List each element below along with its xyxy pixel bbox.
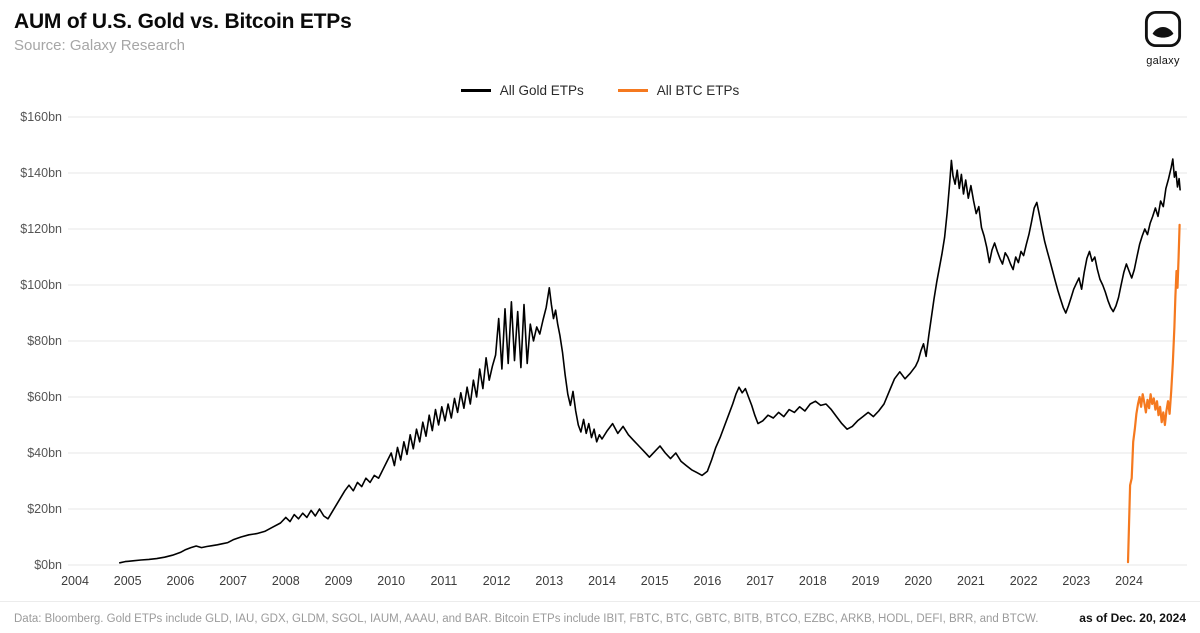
x-axis-label: 2014: [588, 574, 616, 588]
galaxy-logo: galaxy: [1144, 10, 1182, 67]
x-axis-label: 2010: [377, 574, 405, 588]
x-axis-label: 2021: [957, 574, 985, 588]
x-axis-label: 2023: [1062, 574, 1090, 588]
btc-line-swatch: [617, 89, 648, 92]
y-axis-label: $0bn: [34, 558, 62, 572]
page-title: AUM of U.S. Gold vs. Bitcoin ETPs: [14, 10, 352, 33]
y-axis-label: $160bn: [20, 110, 62, 124]
legend-label-btc: All BTC ETPs: [656, 83, 740, 98]
x-axis-label: 2015: [641, 574, 669, 588]
gold-series-line: [119, 158, 1181, 564]
footer-divider: [0, 601, 1200, 602]
x-axis-label: 2005: [114, 574, 142, 588]
x-axis-label: 2011: [430, 574, 457, 588]
x-axis-label: 2018: [799, 574, 827, 588]
x-axis-label: 2006: [166, 574, 194, 588]
y-axis-label: $120bn: [20, 222, 62, 236]
x-axis-label: 2024: [1115, 574, 1143, 588]
x-axis-label: 2017: [746, 574, 774, 588]
galaxy-logo-icon: [1144, 10, 1182, 48]
data-note: Data: Bloomberg. Gold ETPs include GLD, …: [14, 613, 1039, 625]
legend-item-gold: All Gold ETPs: [460, 83, 584, 98]
y-axis-label: $40bn: [27, 446, 62, 460]
chart-legend: All Gold ETPs All BTC ETPs: [0, 83, 1200, 98]
x-axis-label: 2020: [904, 574, 932, 588]
x-axis-label: 2004: [61, 574, 89, 588]
galaxy-logo-text: galaxy: [1146, 55, 1180, 67]
as-of-date: as of Dec. 20, 2024: [1079, 611, 1186, 625]
x-axis-label: 2008: [272, 574, 300, 588]
y-axis-label: $80bn: [27, 334, 62, 348]
x-axis-label: 2012: [483, 574, 511, 588]
x-axis-label: 2022: [1010, 574, 1038, 588]
chart-source: Source: Galaxy Research: [14, 37, 185, 54]
y-axis-label: $20bn: [27, 502, 62, 516]
legend-label-gold: All Gold ETPs: [499, 83, 584, 98]
chart-header: AUM of U.S. Gold vs. Bitcoin ETPs Source…: [14, 10, 352, 54]
legend-item-btc: All BTC ETPs: [617, 83, 740, 98]
y-axis-label: $140bn: [20, 166, 62, 180]
x-axis-label: 2009: [325, 574, 353, 588]
btc-series-line: [1126, 223, 1181, 564]
x-axis-label: 2007: [219, 574, 247, 588]
chart-footer: Data: Bloomberg. Gold ETPs include GLD, …: [14, 611, 1186, 625]
y-axis-label: $60bn: [27, 390, 62, 404]
x-axis-label: 2013: [535, 574, 563, 588]
x-axis-label: 2016: [694, 574, 722, 588]
y-axis-label: $100bn: [20, 278, 62, 292]
gold-line-swatch: [460, 89, 491, 92]
x-axis-label: 2019: [852, 574, 880, 588]
